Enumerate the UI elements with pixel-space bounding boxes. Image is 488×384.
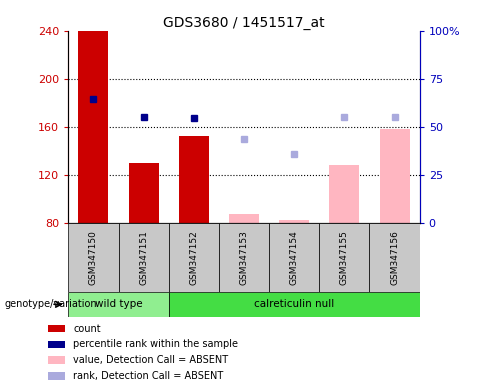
Bar <box>219 223 269 292</box>
Title: GDS3680 / 1451517_at: GDS3680 / 1451517_at <box>163 16 325 30</box>
Text: GSM347153: GSM347153 <box>240 230 248 285</box>
Text: percentile rank within the sample: percentile rank within the sample <box>73 339 239 349</box>
Bar <box>329 165 360 223</box>
Bar <box>48 325 65 333</box>
Text: count: count <box>73 324 101 334</box>
Text: GSM347155: GSM347155 <box>340 230 349 285</box>
Bar <box>128 163 159 223</box>
Text: GSM347150: GSM347150 <box>89 230 98 285</box>
Bar <box>169 292 420 317</box>
Bar <box>369 223 420 292</box>
Bar <box>169 223 219 292</box>
Bar <box>179 136 209 223</box>
Text: wild type: wild type <box>95 299 142 310</box>
Text: GSM347154: GSM347154 <box>290 230 299 285</box>
Bar <box>269 223 319 292</box>
Bar <box>79 31 108 223</box>
Text: genotype/variation: genotype/variation <box>5 299 98 310</box>
Text: GSM347152: GSM347152 <box>189 230 198 285</box>
Text: GSM347156: GSM347156 <box>390 230 399 285</box>
Bar <box>279 220 309 223</box>
Bar <box>48 341 65 348</box>
Bar <box>119 223 169 292</box>
Text: GSM347151: GSM347151 <box>139 230 148 285</box>
Text: rank, Detection Call = ABSENT: rank, Detection Call = ABSENT <box>73 371 224 381</box>
Bar <box>319 223 369 292</box>
Bar <box>48 356 65 364</box>
Bar <box>380 129 409 223</box>
Bar <box>48 372 65 380</box>
Bar <box>68 292 169 317</box>
Text: value, Detection Call = ABSENT: value, Detection Call = ABSENT <box>73 355 228 365</box>
Bar <box>229 214 259 223</box>
Bar <box>68 223 119 292</box>
Text: calreticulin null: calreticulin null <box>254 299 334 310</box>
